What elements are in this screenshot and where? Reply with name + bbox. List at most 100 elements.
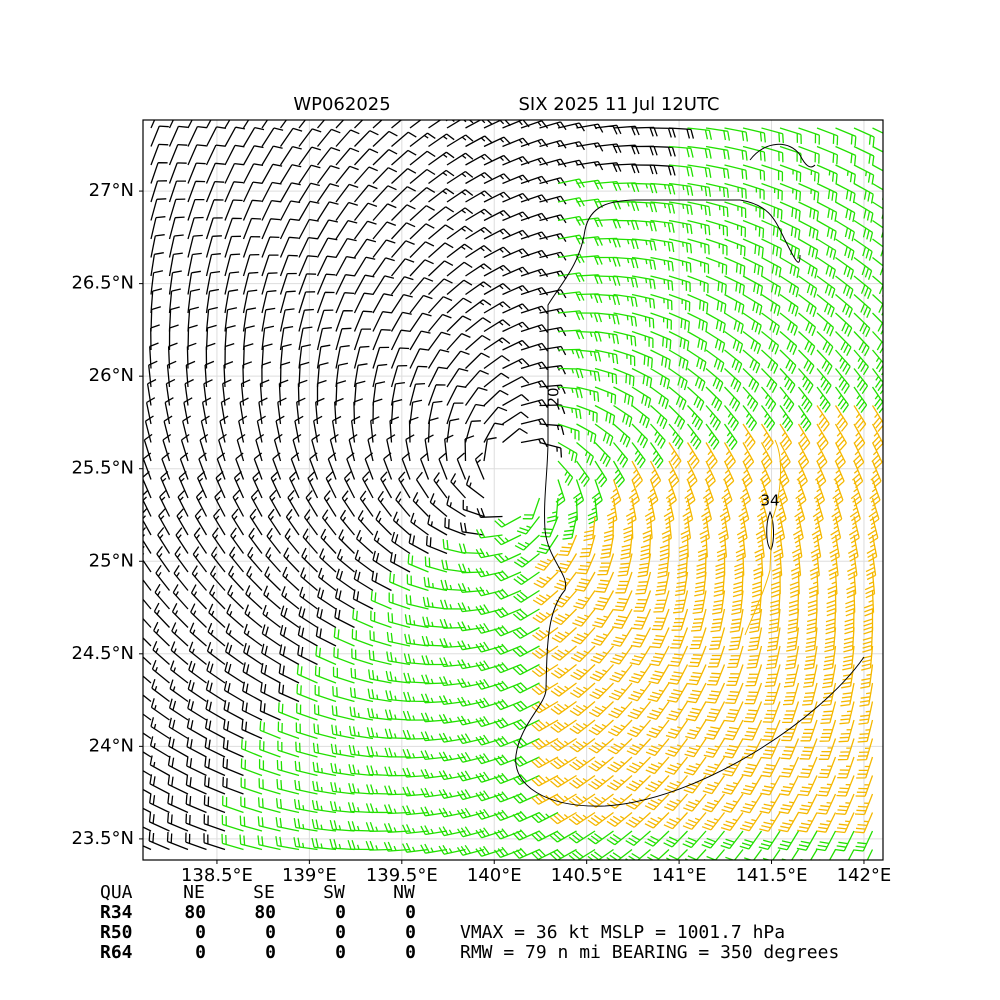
wind-barb [779,368,796,394]
wind-barb [835,349,851,375]
wind-barb [687,405,704,431]
wind-barb [838,719,855,743]
wind-barb [716,534,728,562]
wind-barb [816,164,838,184]
wind-barb [296,703,318,721]
wind-barb [187,252,202,277]
wind-barb [428,188,455,203]
wind-barb [409,365,428,388]
wind-barb [531,774,559,787]
wind-barb [666,701,689,721]
wind-barb [439,657,466,668]
wind-barb [557,460,574,486]
wind-barb [665,479,677,507]
wind-barb [419,452,430,480]
wind-barb [368,649,392,666]
wind-barb [167,774,189,795]
wind-barb [520,324,549,333]
wind-barb [531,719,559,732]
wind-barb [795,479,807,507]
wind-barb [494,552,522,564]
wind-barb [798,775,818,797]
wind-barb [673,590,689,614]
wind-barb [659,534,670,561]
wind-barb [493,754,522,766]
wind-barb [267,508,282,536]
wind-barb [457,733,485,745]
wind-barb [631,145,658,156]
wind-barb [798,756,818,778]
wind-barb [797,405,812,432]
wind-barb [279,290,296,314]
x-tick-label: 138.5°E [181,865,253,886]
wind-barb [864,571,876,599]
wind-barb [330,781,355,795]
y-tick-label: 24°N [89,735,134,756]
wind-barb [372,550,392,573]
wind-barb [168,216,185,240]
radius-value: 0 [195,942,206,963]
wind-barb [261,272,278,295]
wind-barb [422,596,448,610]
wind-barb [143,713,152,721]
wind-barb [816,423,829,451]
wind-barb [205,180,225,203]
wind-barb [609,664,633,683]
wind-barb [184,378,194,406]
wind-barb [594,312,620,325]
wind-barb [520,231,549,240]
wind-barb [613,201,640,212]
wind-barb [143,694,152,703]
wind-barb [143,751,152,758]
wind-barb [665,738,689,757]
wind-barb [457,621,485,632]
wind-barb [705,701,726,722]
wind-barb [427,349,450,369]
wind-barb [279,200,301,221]
wind-barb [279,624,300,647]
wind-barb [377,490,393,517]
wind-barb [302,528,318,554]
wind-barb [168,717,189,740]
wind-barb [754,534,765,562]
wind-barb [520,418,548,428]
wind-barb [742,349,761,374]
wind-barb [390,381,405,406]
wind-barb [410,512,429,536]
wind-barb [576,160,604,171]
wind-barb [331,724,355,740]
wind-barb [657,553,670,579]
wind-barb [617,553,633,577]
wind-barb [613,442,629,468]
wind-barb [446,243,473,259]
wind-barb [335,120,345,129]
wind-barb [439,599,466,610]
wind-barb [872,275,883,297]
wind-barb [594,275,621,286]
wind-barb [475,734,503,746]
wind-barb [372,293,394,314]
wind-barb [475,660,503,672]
wind-barb [185,813,207,832]
wind-barb [587,497,598,525]
wind-barb [557,348,584,359]
wind-barb [446,279,473,295]
wind-barb [228,565,244,591]
wind-barb [204,776,226,795]
wind-barb [816,812,837,833]
wind-barb [370,610,392,629]
wind-barb [143,845,152,851]
wind-barb [790,553,802,580]
wind-barb [655,571,670,596]
wind-barb [686,682,707,704]
wind-barb [279,120,288,129]
wind-barb [718,516,729,544]
wind-barb [611,627,633,647]
wind-barb [835,164,856,184]
wind-barb [408,416,419,443]
wind-barb [779,756,800,778]
wind-barb [242,181,263,203]
row-label: R34 [100,902,133,923]
wind-barb [446,152,474,166]
wind-barb [277,702,300,721]
